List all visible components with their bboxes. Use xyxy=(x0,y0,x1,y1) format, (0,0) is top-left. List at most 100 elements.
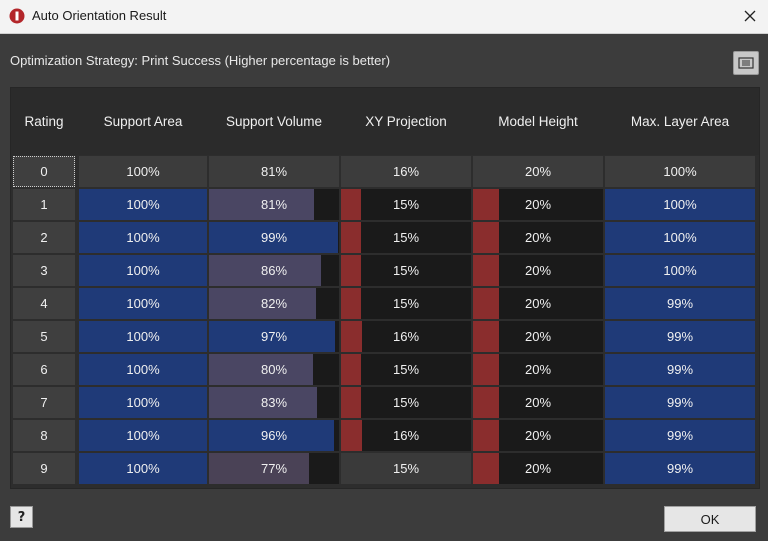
bar-fill xyxy=(473,354,499,385)
bar-fill xyxy=(341,321,362,352)
column-header[interactable]: Support Area xyxy=(103,114,183,129)
xy-projection-cell: 16% xyxy=(341,321,471,352)
title-bar: Auto Orientation Result xyxy=(0,0,768,34)
model-height-cell: 20% xyxy=(473,222,603,253)
support-volume-cell: 97% xyxy=(209,321,339,352)
optimization-strategy-label: Optimization Strategy: Print Success (Hi… xyxy=(10,53,391,68)
bar-value-label: 15% xyxy=(392,263,420,278)
bar-value-label: 16% xyxy=(392,329,420,344)
column-header[interactable]: Support Volume xyxy=(225,114,323,129)
xy-projection-cell: 15% xyxy=(341,255,471,286)
xy-projection-cell: 16% xyxy=(341,420,471,451)
rating-cell[interactable]: 1 xyxy=(13,189,75,220)
xy-projection-cell: 15% xyxy=(341,354,471,385)
model-height-cell: 20% xyxy=(473,420,603,451)
support-area-cell: 100% xyxy=(79,255,207,286)
close-button[interactable] xyxy=(736,4,764,28)
bar-fill xyxy=(341,255,361,286)
bar-value-label: 86% xyxy=(260,263,288,278)
max-layer-area-cell: 99% xyxy=(605,387,755,418)
support-volume-cell: 80% xyxy=(209,354,339,385)
column-header[interactable]: Rating xyxy=(24,114,64,129)
bar-value-label: 20% xyxy=(524,230,552,245)
support-volume-cell: 83% xyxy=(209,387,339,418)
bar-fill xyxy=(209,387,317,418)
support-volume-cell: 86% xyxy=(209,255,339,286)
model-height-cell: 20% xyxy=(473,321,603,352)
bar-fill xyxy=(473,288,499,319)
export-button[interactable] xyxy=(733,51,759,75)
orientation-results-table: Rating Support Area Support Volume XY Proje… xyxy=(10,87,760,489)
bar-value-label: 82% xyxy=(260,296,288,311)
bar-fill xyxy=(209,288,316,319)
max-layer-area-cell: 99% xyxy=(605,288,755,319)
bar-value-label: 20% xyxy=(524,329,552,344)
support-volume-cell: 99% xyxy=(209,222,339,253)
bar-value-label: 96% xyxy=(260,428,288,443)
max-layer-area-cell: 100% xyxy=(605,255,755,286)
rating-cell[interactable]: 9 xyxy=(13,453,75,484)
export-icon xyxy=(738,57,754,69)
rating-cell[interactable]: 4 xyxy=(13,288,75,319)
bar-value-label: 15% xyxy=(392,395,420,410)
model-height-cell: 20% xyxy=(473,453,603,484)
bar-value-label: 15% xyxy=(392,197,420,212)
model-height-cell: 20% xyxy=(473,354,603,385)
close-icon xyxy=(744,10,756,22)
baseline-cell: 100% xyxy=(79,156,207,187)
bar-fill xyxy=(473,189,499,220)
xy-projection-cell: 15% xyxy=(341,453,471,484)
max-layer-area-cell: 99% xyxy=(605,453,755,484)
baseline-cell: 20% xyxy=(473,156,603,187)
baseline-cell: 16% xyxy=(341,156,471,187)
rating-cell[interactable]: 7 xyxy=(13,387,75,418)
rating-cell[interactable]: 6 xyxy=(13,354,75,385)
bar-fill xyxy=(473,222,499,253)
rating-cell[interactable]: 2 xyxy=(13,222,75,253)
bar-value-label: 80% xyxy=(260,362,288,377)
support-area-cell: 100% xyxy=(79,189,207,220)
max-layer-area-cell: 100% xyxy=(605,189,755,220)
model-height-cell: 20% xyxy=(473,387,603,418)
rating-cell[interactable]: 8 xyxy=(13,420,75,451)
bar-value-label: 20% xyxy=(524,296,552,311)
bar-fill xyxy=(473,387,499,418)
help-button[interactable]: ? xyxy=(10,506,33,528)
bar-fill xyxy=(341,189,361,220)
bar-value-label: 16% xyxy=(392,428,420,443)
bar-value-label: 99% xyxy=(260,230,288,245)
bar-value-label: 20% xyxy=(524,197,552,212)
rating-cell[interactable]: 3 xyxy=(13,255,75,286)
bar-fill xyxy=(209,189,315,220)
max-layer-area-cell: 99% xyxy=(605,354,755,385)
column-header[interactable]: Model Height xyxy=(498,114,578,129)
column-header[interactable]: Max. Layer Area xyxy=(630,114,730,129)
window-title: Auto Orientation Result xyxy=(32,8,167,23)
ok-button[interactable]: OK xyxy=(664,506,756,532)
bar-value-label: 20% xyxy=(524,263,552,278)
table-header: Rating Support Area Support Volume XY Proje… xyxy=(11,88,759,155)
bar-value-label: 20% xyxy=(524,395,552,410)
bar-fill xyxy=(341,420,362,451)
bar-fill xyxy=(209,222,338,253)
bar-value-label: 20% xyxy=(524,362,552,377)
bar-value-label: 15% xyxy=(392,362,420,377)
baseline-cell: 100% xyxy=(605,156,755,187)
bar-fill xyxy=(209,255,321,286)
bar-value-label: 20% xyxy=(524,428,552,443)
support-area-cell: 100% xyxy=(79,222,207,253)
bar-fill xyxy=(341,288,361,319)
bar-fill xyxy=(473,255,499,286)
rating-cell[interactable]: 5 xyxy=(13,321,75,352)
column-header[interactable]: XY Projection xyxy=(365,114,447,129)
support-area-cell: 100% xyxy=(79,321,207,352)
bar-value-label: 15% xyxy=(392,230,420,245)
xy-projection-cell: 15% xyxy=(341,387,471,418)
support-volume-cell: 81% xyxy=(209,189,339,220)
rating-cell[interactable]: 0 xyxy=(13,156,75,187)
support-volume-cell: 77% xyxy=(209,453,339,484)
support-area-cell: 100% xyxy=(79,420,207,451)
support-area-cell: 100% xyxy=(79,453,207,484)
bar-value-label: 15% xyxy=(392,461,420,476)
bar-value-label: 83% xyxy=(260,395,288,410)
